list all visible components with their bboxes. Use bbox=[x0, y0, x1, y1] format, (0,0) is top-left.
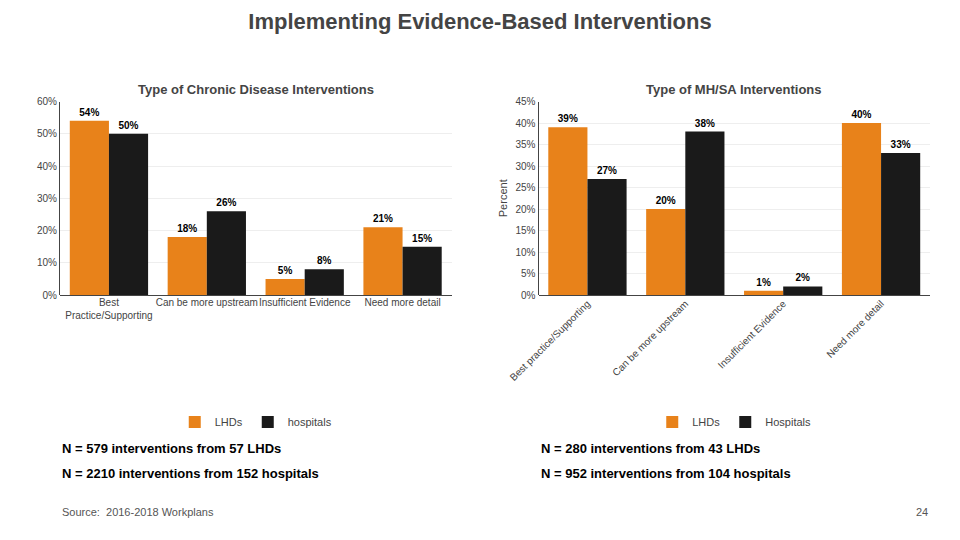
svg-text:2%: 2% bbox=[795, 272, 810, 283]
svg-text:BestPractice/Supporting: BestPractice/Supporting bbox=[65, 297, 152, 321]
svg-text:Need more detail: Need more detail bbox=[824, 298, 886, 360]
svg-text:Need more detail: Need more detail bbox=[364, 297, 440, 308]
svg-text:21%: 21% bbox=[373, 213, 393, 224]
svg-text:N = 579 interventions from 57: N = 579 interventions from 57 LHDs bbox=[62, 441, 281, 456]
svg-text:15%: 15% bbox=[515, 225, 535, 236]
svg-text:Hospitals: Hospitals bbox=[765, 416, 811, 428]
svg-text:20%: 20% bbox=[37, 225, 57, 236]
svg-text:40%: 40% bbox=[37, 161, 57, 172]
svg-text:45%: 45% bbox=[515, 96, 535, 107]
svg-text:20%: 20% bbox=[656, 195, 676, 206]
svg-text:60%: 60% bbox=[37, 96, 57, 107]
svg-text:35%: 35% bbox=[515, 139, 535, 150]
svg-text:38%: 38% bbox=[695, 118, 715, 129]
svg-text:Type of MH/SA Interventions: Type of MH/SA Interventions bbox=[646, 82, 822, 97]
svg-text:Source: 2016-2018 Workplans: Source: 2016-2018 Workplans bbox=[62, 506, 214, 518]
svg-text:40%: 40% bbox=[515, 118, 535, 129]
svg-text:Insufficient Evidence: Insufficient Evidence bbox=[259, 297, 351, 308]
svg-text:Percent: Percent bbox=[497, 179, 509, 217]
svg-text:Can be more upstream: Can be more upstream bbox=[610, 298, 690, 378]
svg-text:40%: 40% bbox=[851, 109, 871, 120]
svg-text:50%: 50% bbox=[118, 120, 138, 131]
svg-text:Implementing Evidence-Based In: Implementing Evidence-Based Intervention… bbox=[248, 9, 711, 34]
svg-text:LHDs: LHDs bbox=[692, 416, 720, 428]
svg-text:Best practice/Supporting: Best practice/Supporting bbox=[508, 298, 593, 383]
svg-text:1%: 1% bbox=[756, 277, 771, 288]
svg-text:LHDs: LHDs bbox=[215, 416, 243, 428]
svg-text:0%: 0% bbox=[521, 290, 536, 301]
svg-text:N = 2210 interventions from 15: N = 2210 interventions from 152 hospital… bbox=[62, 466, 319, 481]
svg-text:18%: 18% bbox=[177, 223, 197, 234]
svg-text:27%: 27% bbox=[597, 165, 617, 176]
svg-text:30%: 30% bbox=[515, 161, 535, 172]
svg-text:N = 952 interventions from 104: N = 952 interventions from 104 hospitals bbox=[541, 466, 791, 481]
svg-text:26%: 26% bbox=[216, 197, 236, 208]
svg-text:33%: 33% bbox=[891, 139, 911, 150]
svg-text:15%: 15% bbox=[412, 233, 432, 244]
svg-text:Type of Chronic Disease Interv: Type of Chronic Disease Interventions bbox=[138, 82, 374, 97]
svg-text:5%: 5% bbox=[521, 268, 536, 279]
svg-text:5%: 5% bbox=[278, 265, 293, 276]
svg-text:39%: 39% bbox=[558, 113, 578, 124]
svg-text:Insufficient Evidence: Insufficient Evidence bbox=[716, 298, 789, 371]
svg-text:30%: 30% bbox=[37, 193, 57, 204]
svg-text:10%: 10% bbox=[37, 257, 57, 268]
svg-text:8%: 8% bbox=[317, 255, 332, 266]
svg-text:N = 280 interventions from 43: N = 280 interventions from 43 LHDs bbox=[541, 441, 760, 456]
svg-text:20%: 20% bbox=[515, 204, 535, 215]
svg-text:24: 24 bbox=[916, 506, 928, 518]
svg-text:54%: 54% bbox=[79, 107, 99, 118]
svg-text:10%: 10% bbox=[515, 247, 535, 258]
svg-text:0%: 0% bbox=[43, 290, 58, 301]
svg-text:25%: 25% bbox=[515, 182, 535, 193]
svg-text:50%: 50% bbox=[37, 128, 57, 139]
svg-text:hospitals: hospitals bbox=[288, 416, 332, 428]
svg-text:Can be more upstream: Can be more upstream bbox=[156, 297, 258, 308]
